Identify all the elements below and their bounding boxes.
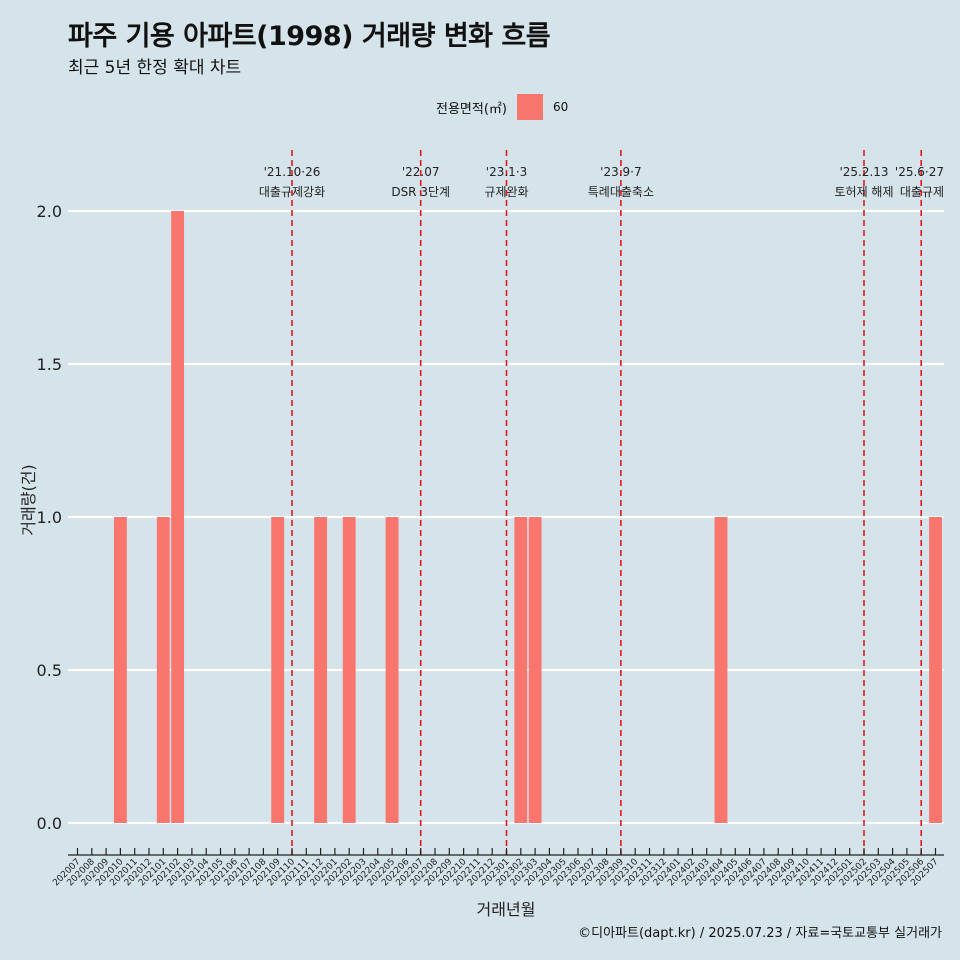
event-date: '21.10·26	[264, 165, 321, 179]
event-label: 규제완화	[484, 185, 528, 199]
chart-title: 파주 기용 아파트(1998) 거래량 변화 흐름	[68, 21, 551, 52]
bar-202010	[113, 517, 127, 823]
bar-202302	[514, 517, 528, 823]
legend-swatch	[516, 94, 543, 120]
source-caption: ©디아파트(dapt.kr) / 2025.07.23 / 자료=국토교통부 실…	[578, 926, 942, 941]
y-tick-label: 1.5	[37, 355, 62, 374]
x-axis-title: 거래년월	[477, 900, 536, 919]
event-date: '25.2.13	[839, 165, 888, 179]
event-date: '22.07	[402, 165, 440, 179]
bar-202112	[314, 517, 328, 823]
bar-202507	[929, 517, 942, 823]
legend-title: 전용면적(㎡)	[436, 101, 507, 117]
y-tick-label: 2.0	[37, 202, 62, 221]
bar-202109	[271, 517, 285, 823]
bar-202404	[714, 517, 728, 823]
y-tick-label: 1.0	[37, 508, 62, 527]
y-axis-title: 거래량(건)	[19, 464, 38, 535]
y-tick-label: 0.0	[37, 814, 62, 833]
bar-202202	[342, 517, 356, 823]
event-label: DSR 3단계	[391, 185, 450, 199]
event-markers: '21.10·26 대출규제강화 '22.07 DSR 3단계 '23.1·3 규제완화 '…	[259, 150, 944, 855]
event-label: 대출규제강화	[259, 185, 325, 199]
bar-202205	[385, 517, 399, 823]
chart-subtitle: 최근 5년 한정 확대 차트	[68, 58, 242, 78]
bars	[113, 211, 942, 823]
bar-202101	[156, 517, 170, 823]
event-label: 특례대출축소	[588, 185, 654, 199]
event-date: '23.9·7	[600, 165, 641, 179]
bar-202303	[528, 517, 542, 823]
legend-label: 60	[552, 100, 569, 114]
y-tick-label: 0.5	[37, 661, 62, 680]
bar-202102	[171, 211, 185, 823]
event-label: 대출규제	[900, 185, 944, 199]
event-label: 토허제 해제	[834, 185, 893, 199]
event-date: '23.1·3	[486, 165, 527, 179]
event-date: '25.6·27	[895, 165, 944, 179]
legend: 전용면적(㎡) 60	[436, 94, 568, 120]
